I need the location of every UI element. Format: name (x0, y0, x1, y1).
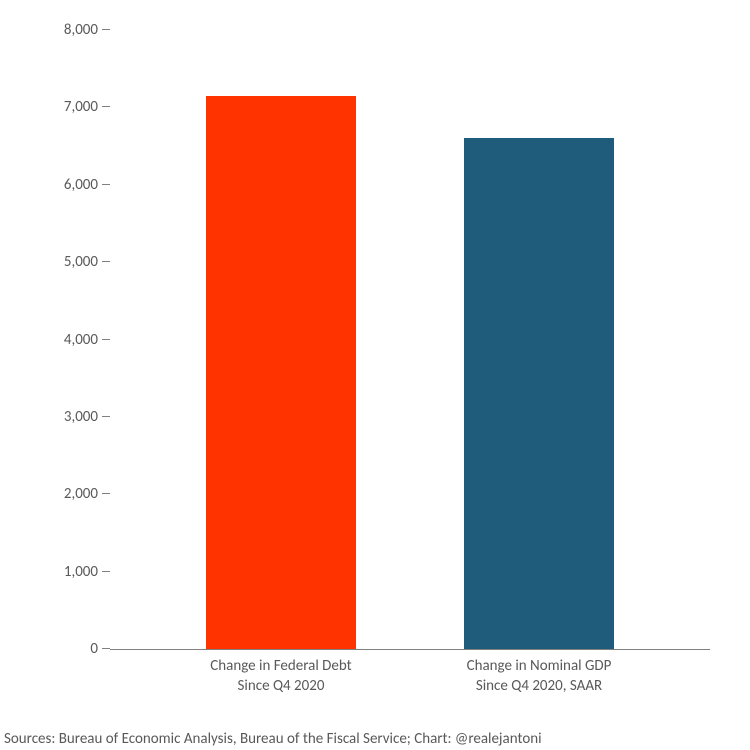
plot-area: 01,0002,0003,0004,0005,0006,0007,0008,00… (110, 30, 710, 650)
x-label-line2: Since Q4 2020, SAAR (407, 677, 671, 697)
y-tick-label: 5,000 (64, 253, 110, 271)
y-tick-label: 8,000 (64, 21, 110, 39)
bar (206, 96, 356, 649)
chart-container: Billions of Dollars 01,0002,0003,0004,00… (30, 20, 720, 720)
source-text: Sources: Bureau of Economic Analysis, Bu… (4, 730, 746, 748)
y-tick-label: 6,000 (64, 176, 110, 194)
x-label-line2: Since Q4 2020 (149, 677, 413, 697)
x-label-line1: Change in Federal Debt (149, 657, 413, 677)
y-tick-label: 7,000 (64, 98, 110, 116)
y-tick-label: 2,000 (64, 485, 110, 503)
x-axis-label: Change in Nominal GDPSince Q4 2020, SAAR (407, 649, 671, 696)
x-axis-label: Change in Federal DebtSince Q4 2020 (149, 649, 413, 696)
x-label-line1: Change in Nominal GDP (407, 657, 671, 677)
y-tick-label: 4,000 (64, 331, 110, 349)
y-tick-label: 0 (90, 640, 110, 658)
bar (464, 138, 614, 649)
y-tick-label: 3,000 (64, 408, 110, 426)
y-tick-label: 1,000 (64, 563, 110, 581)
